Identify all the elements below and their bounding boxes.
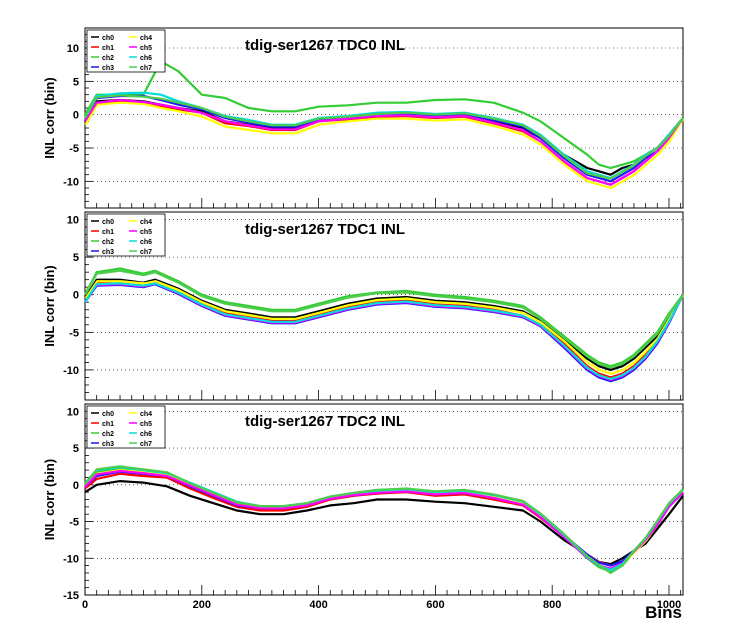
- legend-label-ch6: ch6: [140, 431, 152, 438]
- y-tick-label: 10: [67, 43, 79, 55]
- x-axis-label: Bins: [645, 603, 682, 622]
- y-tick-label: 5: [73, 252, 79, 264]
- y-tick-label: -10: [63, 176, 79, 188]
- legend-box: [86, 213, 166, 257]
- legend: ch0 ch1 ch2 ch3 ch4 ch5 ch6 ch7: [86, 405, 166, 449]
- x-tick-label: 600: [426, 599, 444, 611]
- y-tick-label: -5: [69, 517, 79, 529]
- y-axis-label: INL corr (bin): [42, 77, 57, 158]
- y-tick-label: -10: [63, 365, 79, 377]
- series-ch4: [84, 101, 685, 190]
- plot-frame: [84, 211, 684, 401]
- y-tick-label: 5: [73, 76, 79, 88]
- legend: ch0 ch1 ch2 ch3 ch4 ch5 ch6 ch7: [86, 213, 166, 257]
- legend-label-ch1: ch1: [102, 229, 114, 236]
- series-ch4: [84, 280, 685, 375]
- legend-label-ch6: ch6: [140, 55, 152, 62]
- legend-label-ch0: ch0: [102, 35, 114, 42]
- series-ch0: [84, 480, 684, 566]
- y-tick-label: 10: [67, 406, 79, 418]
- legend-label-ch3: ch3: [102, 441, 114, 448]
- legend-box: [86, 405, 166, 449]
- legend-label-ch3: ch3: [102, 249, 114, 256]
- legend-label-ch7: ch7: [140, 249, 152, 256]
- y-tick-label: -15: [63, 590, 79, 602]
- legend-label-ch4: ch4: [140, 411, 152, 418]
- x-tick-label: 1000: [657, 599, 681, 611]
- series-ch7: [84, 269, 684, 369]
- legend-label-ch0: ch0: [102, 219, 114, 226]
- y-tick-label: 0: [73, 110, 79, 122]
- legend-label-ch2: ch2: [102, 55, 114, 62]
- legend: ch0 ch1 ch2 ch3 ch4 ch5 ch6 ch7: [86, 29, 166, 73]
- x-tick-label: 0: [82, 599, 88, 611]
- panel-tdc1: 10 5 0 -5 -10 tdig-ser1267 TDC1 INL INL corr (…: [42, 211, 685, 401]
- y-tick-label: 0: [73, 480, 79, 492]
- y-axis-label: INL corr (bin): [42, 265, 57, 346]
- series-ch6: [84, 282, 684, 380]
- series-ch5: [84, 98, 684, 186]
- legend-label-ch6: ch6: [140, 239, 152, 246]
- legend-label-ch4: ch4: [140, 35, 152, 42]
- legend-label-ch1: ch1: [102, 421, 114, 428]
- x-tick-label: 800: [543, 599, 561, 611]
- y-tick-label: 0: [73, 290, 79, 302]
- y-tick-label: 5: [73, 443, 79, 455]
- y-axis-label: INL corr (bin): [42, 459, 57, 540]
- series-ch0: [84, 278, 684, 371]
- legend-label-ch1: ch1: [102, 45, 114, 52]
- series-ch7: [84, 465, 684, 575]
- legend-label-ch2: ch2: [102, 239, 114, 246]
- series-ch2: [84, 267, 684, 368]
- legend-label-ch4: ch4: [140, 219, 152, 226]
- legend-label-ch2: ch2: [102, 431, 114, 438]
- legend-box: [86, 29, 166, 73]
- series-ch2: [84, 60, 684, 170]
- legend-label-ch0: ch0: [102, 411, 114, 418]
- legend-label-ch7: ch7: [140, 441, 152, 448]
- x-tick-label: 200: [193, 599, 211, 611]
- chart-panels: 10 5 0 -5 -10 tdig-ser1267 TDC0 INL INL corr (…: [42, 27, 685, 611]
- panel-tdc0: 10 5 0 -5 -10 tdig-ser1267 TDC0 INL INL corr (…: [42, 27, 685, 209]
- y-tick-label: -5: [69, 143, 79, 155]
- legend-label-ch3: ch3: [102, 65, 114, 72]
- series-ch3: [84, 94, 684, 183]
- legend-label-ch5: ch5: [140, 45, 152, 52]
- series-ch7: [84, 94, 684, 180]
- y-tick-label: 10: [67, 215, 79, 227]
- legend-label-ch5: ch5: [140, 229, 152, 236]
- legend-label-ch7: ch7: [140, 65, 152, 72]
- y-tick-label: -10: [63, 553, 79, 565]
- panel-title: tdig-ser1267 TDC2 INL: [245, 413, 405, 430]
- panel-title: tdig-ser1267 TDC0 INL: [245, 37, 405, 54]
- panel-title: tdig-ser1267 TDC1 INL: [245, 221, 405, 238]
- x-tick-label: 400: [309, 599, 327, 611]
- y-tick-label: -5: [69, 327, 79, 339]
- legend-label-ch5: ch5: [140, 421, 152, 428]
